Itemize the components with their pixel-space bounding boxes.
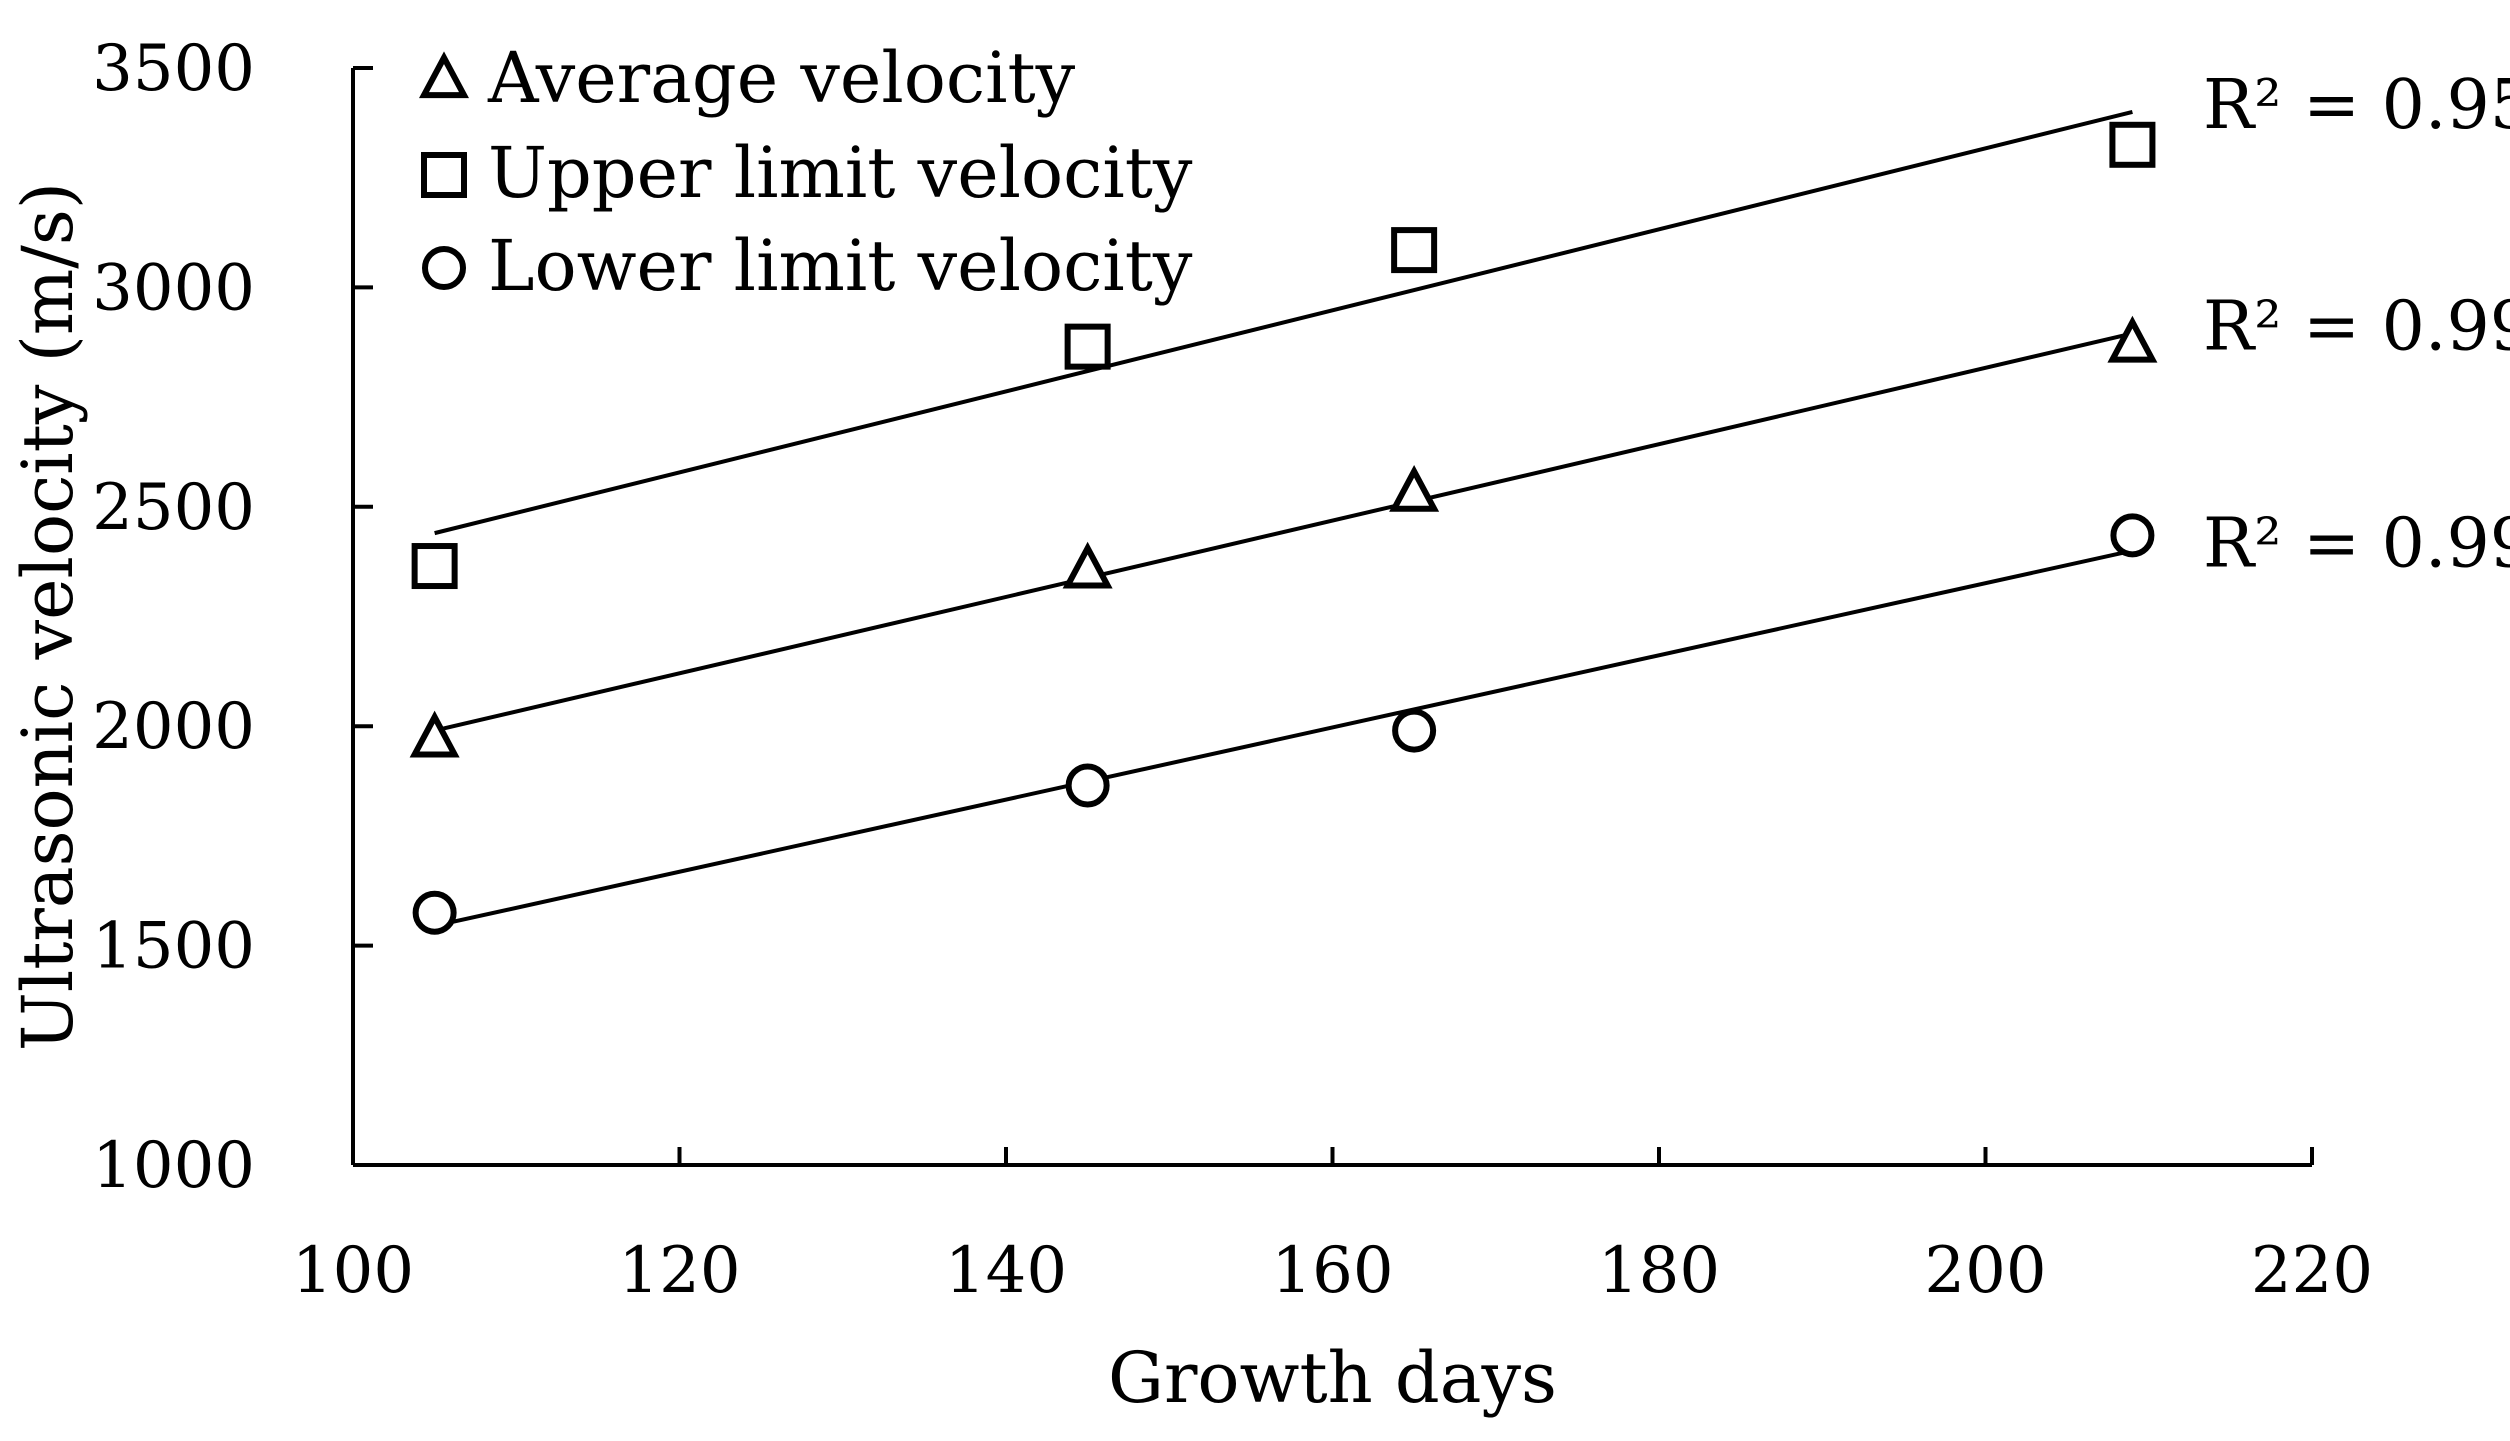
data-point-lower-limit-velocity xyxy=(1065,763,1110,808)
y-tick-label: 2500 xyxy=(92,471,255,545)
y-ticks: 1000 1500 2000 2500 3000 3500 xyxy=(92,32,373,1203)
legend-label-lower-limit-velocity: Lower limit velocity xyxy=(488,225,1193,307)
legend-marker-lower-limit-velocity xyxy=(422,246,466,290)
data-point-lower-limit-velocity xyxy=(2110,513,2155,558)
x-ticks: 100 120 140 160 180 200 220 xyxy=(292,1147,2373,1308)
r2-label-upper-limit-velocity: R² = 0.95 xyxy=(2203,66,2510,145)
x-tick-label: 220 xyxy=(2251,1234,2373,1308)
x-tick-label: 180 xyxy=(1598,1234,1720,1308)
data-point-lower-limit-velocity xyxy=(412,890,457,935)
data-point-upper-limit-velocity xyxy=(1391,227,1438,274)
trendline-upper-limit-velocity xyxy=(434,109,2133,536)
x-tick-label: 140 xyxy=(945,1234,1067,1308)
trendline-average-velocity xyxy=(434,331,2133,733)
x-tick-label: 120 xyxy=(618,1234,740,1308)
legend-marker-upper-limit-velocity xyxy=(421,152,467,198)
y-axis-title: Ultrasonic velocity (m/s) xyxy=(7,182,89,1051)
trendline-lower-limit-velocity xyxy=(434,548,2133,928)
r2-label-average-velocity: R² = 0.99 xyxy=(2203,287,2510,366)
markers xyxy=(409,121,2158,935)
r2-label-lower-limit-velocity: R² = 0.99 xyxy=(2203,505,2510,584)
legend-label-average-velocity: Average velocity xyxy=(487,37,1076,119)
x-tick-label: 200 xyxy=(1924,1234,2046,1308)
data-point-lower-limit-velocity xyxy=(1392,708,1437,753)
data-point-upper-limit-velocity xyxy=(411,543,458,590)
legend-marker-average-velocity xyxy=(418,51,470,99)
r2-labels: R² = 0.99 R² = 0.95 R² = 0.99 xyxy=(2203,66,2510,584)
legend-label-upper-limit-velocity: Upper limit velocity xyxy=(488,132,1193,214)
y-tick-label: 3500 xyxy=(92,32,255,106)
trendlines xyxy=(434,109,2133,928)
x-tick-label: 160 xyxy=(1271,1234,1393,1308)
legend: Average velocity Upper limit velocity Lowe… xyxy=(418,37,1193,307)
y-tick-label: 1000 xyxy=(92,1129,255,1203)
x-axis-title: Growth days xyxy=(1108,1337,1557,1419)
data-point-average-velocity xyxy=(409,710,460,758)
data-point-average-velocity xyxy=(2107,315,2158,363)
y-tick-label: 1500 xyxy=(92,910,255,984)
data-point-average-velocity xyxy=(1062,541,1113,589)
data-point-average-velocity xyxy=(1389,464,1440,512)
y-tick-label: 2000 xyxy=(92,690,255,764)
data-point-upper-limit-velocity xyxy=(2109,121,2156,168)
y-tick-label: 3000 xyxy=(92,251,255,325)
data-point-upper-limit-velocity xyxy=(1064,323,1111,370)
x-tick-label: 100 xyxy=(292,1234,414,1308)
